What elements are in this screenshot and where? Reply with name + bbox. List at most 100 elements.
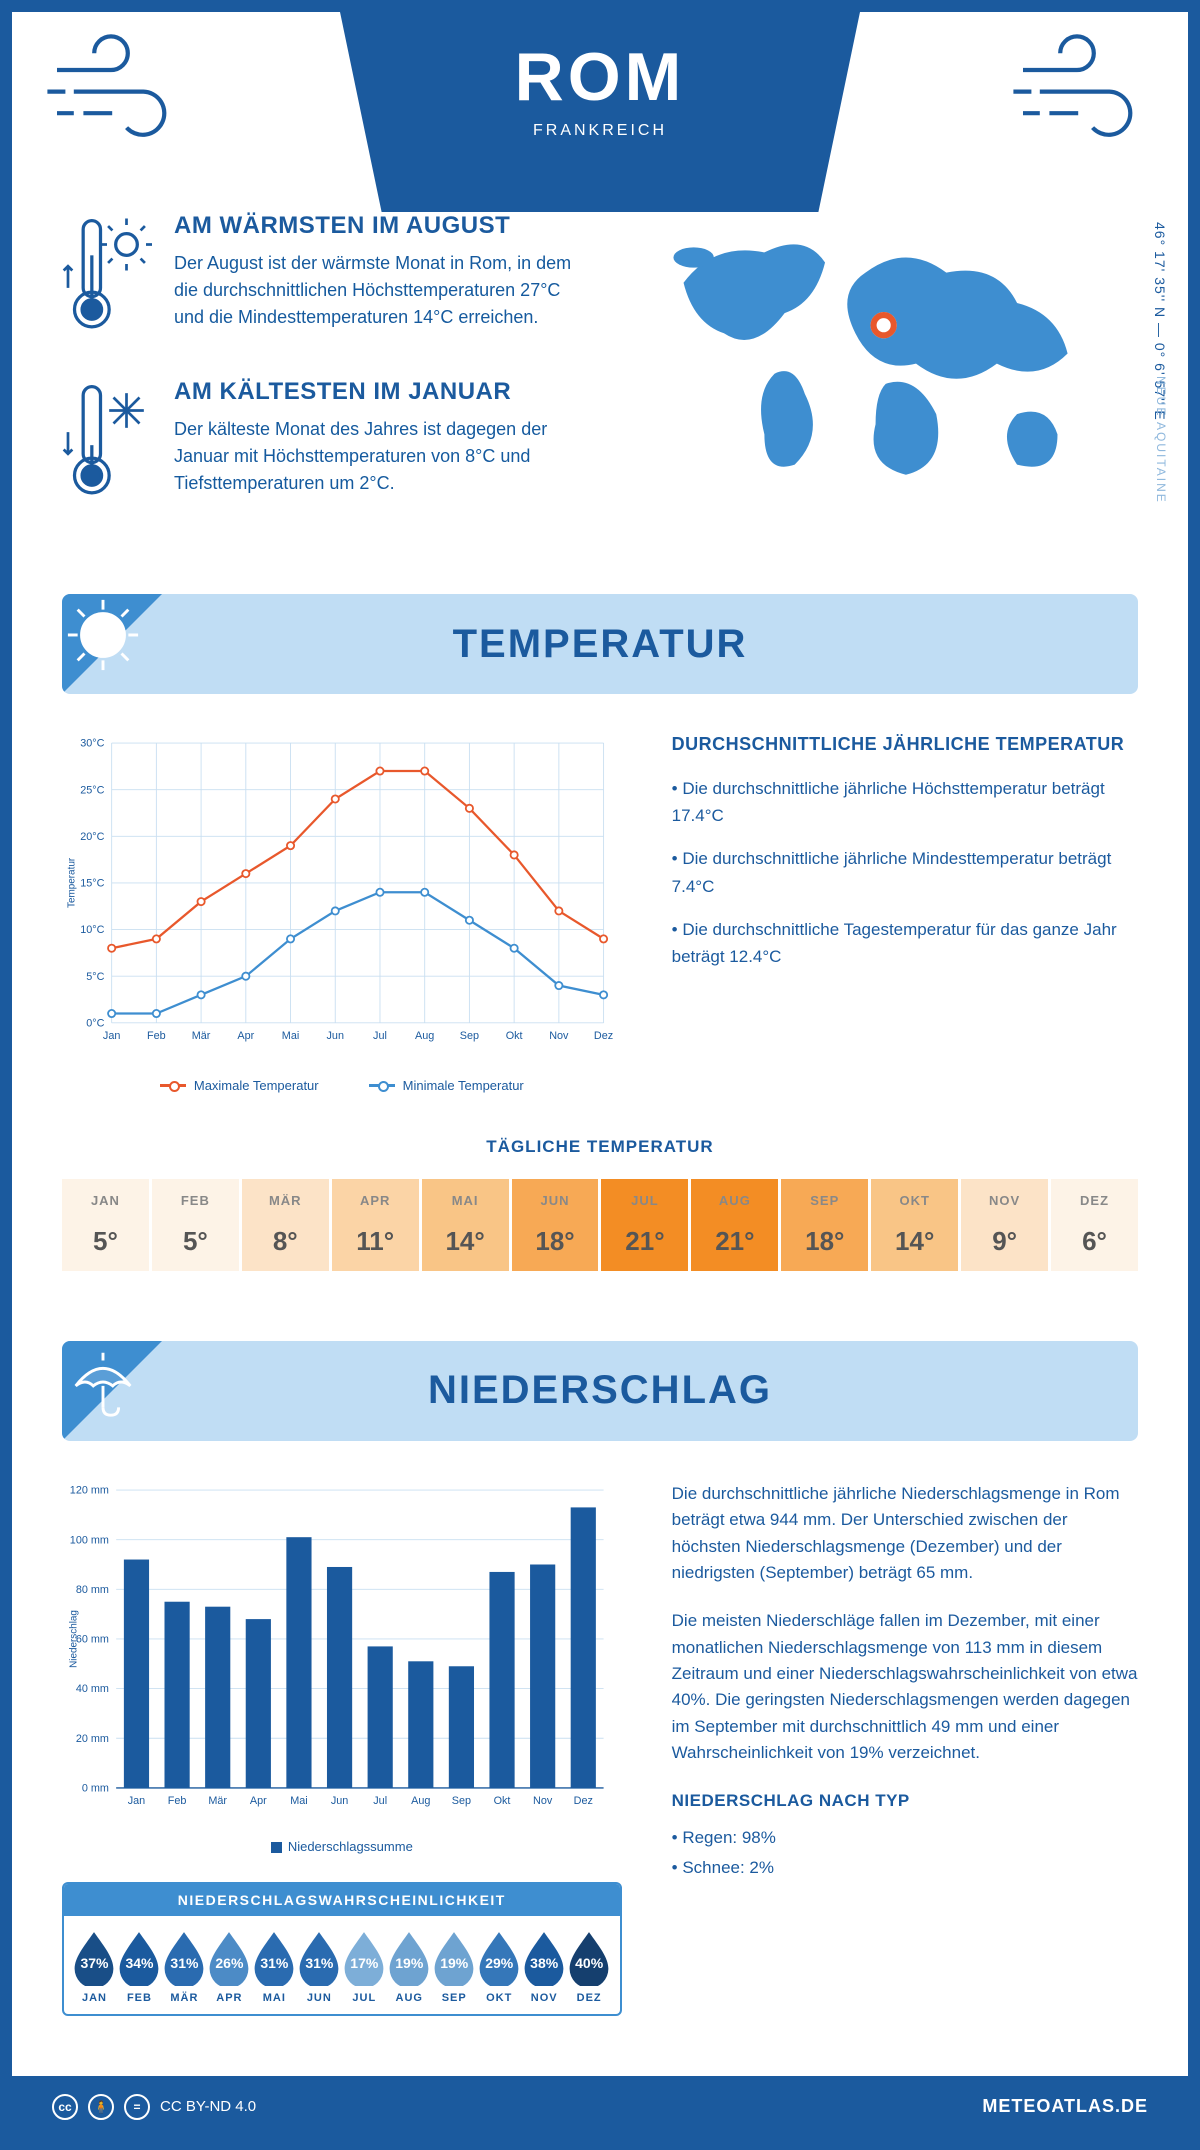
daily-temp-title: TÄGLICHE TEMPERATUR: [62, 1137, 1138, 1157]
temperature-sidebar: DURCHSCHNITTLICHE JÄHRLICHE TEMPERATUR •…: [672, 734, 1138, 1093]
svg-text:Apr: Apr: [237, 1030, 254, 1042]
title-banner: ROM FRANKREICH: [340, 12, 860, 212]
world-map: 46° 17' 35'' N — 0° 6' 57'' E NEUE AQUIT…: [633, 212, 1138, 544]
precip-legend: Niederschlagssumme: [62, 1839, 622, 1854]
temp-sidebar-p2: • Die durchschnittliche jährliche Mindes…: [672, 845, 1138, 899]
precip-prob-cell: 31%MAI: [252, 1930, 297, 2004]
daily-temp-cell: AUG21°: [691, 1179, 778, 1271]
brand: METEOATLAS.DE: [982, 2096, 1148, 2117]
precip-type-rain: • Regen: 98%: [672, 1825, 1138, 1851]
svg-text:40 mm: 40 mm: [76, 1683, 109, 1695]
svg-text:Jan: Jan: [103, 1030, 120, 1042]
precip-prob-cell: 19%SEP: [432, 1930, 477, 2004]
header: ROM FRANKREICH: [12, 12, 1188, 212]
svg-text:Okt: Okt: [494, 1795, 511, 1807]
precip-p2: Die meisten Niederschläge fallen im Deze…: [672, 1608, 1138, 1766]
section-header-temperature: TEMPERATUR: [62, 594, 1138, 694]
svg-text:Aug: Aug: [411, 1795, 430, 1807]
svg-text:60 mm: 60 mm: [76, 1634, 109, 1646]
wind-icon-left: [42, 34, 192, 159]
city-title: ROM: [420, 38, 780, 116]
legend-max-label: Maximale Temperatur: [194, 1078, 319, 1093]
license: cc 🧍 = CC BY-ND 4.0: [52, 2094, 256, 2120]
svg-text:Sep: Sep: [452, 1795, 471, 1807]
precip-legend-label: Niederschlagssumme: [288, 1839, 413, 1854]
precip-type-title: NIEDERSCHLAG NACH TYP: [672, 1788, 1138, 1814]
fact-warmest: AM WÄRMSTEN IM AUGUST Der August ist der…: [62, 212, 593, 342]
precip-prob-cell: 31%JUN: [297, 1930, 342, 2004]
fact-warmest-text: Der August ist der wärmste Monat in Rom,…: [174, 250, 593, 331]
daily-temp-cell: OKT14°: [871, 1179, 958, 1271]
svg-text:Mai: Mai: [290, 1795, 307, 1807]
daily-temp-cell: MAI14°: [422, 1179, 509, 1271]
svg-text:Nov: Nov: [533, 1795, 553, 1807]
precip-prob-title: NIEDERSCHLAGSWAHRSCHEINLICHKEIT: [64, 1884, 620, 1916]
daily-temp-cell: APR11°: [332, 1179, 419, 1271]
svg-text:Mai: Mai: [282, 1030, 299, 1042]
precip-prob-cell: 34%FEB: [117, 1930, 162, 2004]
svg-text:Apr: Apr: [250, 1795, 267, 1807]
precip-prob-cell: 19%AUG: [387, 1930, 432, 2004]
svg-text:Mär: Mär: [208, 1795, 227, 1807]
svg-text:5°C: 5°C: [86, 971, 104, 983]
svg-text:Dez: Dez: [574, 1795, 593, 1807]
svg-text:Nov: Nov: [549, 1030, 569, 1042]
daily-temp-cell: NOV9°: [961, 1179, 1048, 1271]
daily-temp-cell: DEZ6°: [1051, 1179, 1138, 1271]
svg-text:Niederschlag: Niederschlag: [68, 1610, 79, 1668]
precip-prob-cell: 26%APR: [207, 1930, 252, 2004]
fact-coldest-text: Der kälteste Monat des Jahres ist dagege…: [174, 416, 593, 497]
footer: cc 🧍 = CC BY-ND 4.0 METEOATLAS.DE: [12, 2076, 1188, 2138]
fact-coldest: AM KÄLTESTEN IM JANUAR Der kälteste Mona…: [62, 378, 593, 508]
precip-prob-cell: 29%OKT: [477, 1930, 522, 2004]
svg-text:Feb: Feb: [147, 1030, 166, 1042]
wind-icon-right: [1008, 34, 1158, 159]
svg-text:Jun: Jun: [331, 1795, 348, 1807]
cc-icon: cc: [52, 2094, 78, 2120]
precip-prob-cell: 37%JAN: [72, 1930, 117, 2004]
region-label: NEUE AQUITAINE: [1154, 376, 1168, 504]
svg-text:25°C: 25°C: [80, 784, 104, 796]
svg-text:20 mm: 20 mm: [76, 1733, 109, 1745]
fact-warmest-title: AM WÄRMSTEN IM AUGUST: [174, 212, 593, 240]
fact-coldest-title: AM KÄLTESTEN IM JANUAR: [174, 378, 593, 406]
section-title-temperature: TEMPERATUR: [453, 622, 748, 667]
section-title-precip: NIEDERSCHLAG: [428, 1368, 772, 1413]
temp-sidebar-p1: • Die durchschnittliche jährliche Höchst…: [672, 775, 1138, 829]
precip-sidebar: Die durchschnittliche jährliche Niedersc…: [672, 1481, 1138, 2016]
temperature-legend: Maximale Temperatur Minimale Temperatur: [62, 1078, 622, 1093]
license-text: CC BY-ND 4.0: [160, 2098, 256, 2115]
precip-type-snow: • Schnee: 2%: [672, 1855, 1138, 1881]
svg-text:Aug: Aug: [415, 1030, 434, 1042]
svg-text:Feb: Feb: [168, 1795, 187, 1807]
svg-text:Jun: Jun: [327, 1030, 344, 1042]
svg-text:120 mm: 120 mm: [70, 1485, 109, 1497]
svg-text:15°C: 15°C: [80, 878, 104, 890]
thermometer-cold-icon: [62, 378, 152, 508]
svg-text:Sep: Sep: [460, 1030, 479, 1042]
thermometer-hot-icon: [62, 212, 152, 342]
daily-temp-cell: JAN5°: [62, 1179, 149, 1271]
precip-probability-box: NIEDERSCHLAGSWAHRSCHEINLICHKEIT 37%JAN34…: [62, 1882, 622, 2016]
precip-bar-chart: 0 mm20 mm40 mm60 mm80 mm100 mm120 mmJanF…: [62, 1481, 622, 2016]
legend-min-label: Minimale Temperatur: [403, 1078, 524, 1093]
svg-text:80 mm: 80 mm: [76, 1584, 109, 1596]
svg-text:100 mm: 100 mm: [70, 1534, 109, 1546]
precip-prob-cell: 38%NOV: [522, 1930, 567, 2004]
svg-text:0 mm: 0 mm: [82, 1782, 109, 1794]
country-subtitle: FRANKREICH: [420, 122, 780, 140]
precip-prob-cell: 40%DEZ: [567, 1930, 612, 2004]
temp-sidebar-title: DURCHSCHNITTLICHE JÄHRLICHE TEMPERATUR: [672, 734, 1138, 755]
daily-temp-cell: SEP18°: [781, 1179, 868, 1271]
svg-text:Mär: Mär: [192, 1030, 211, 1042]
section-header-precip: NIEDERSCHLAG: [62, 1341, 1138, 1441]
nd-icon: =: [124, 2094, 150, 2120]
precip-prob-cell: 17%JUL: [342, 1930, 387, 2004]
temperature-line-chart: 0°C5°C10°C15°C20°C25°C30°CJanFebMärAprMa…: [62, 734, 622, 1093]
svg-text:Okt: Okt: [506, 1030, 523, 1042]
svg-text:30°C: 30°C: [80, 738, 104, 750]
svg-text:10°C: 10°C: [80, 924, 104, 936]
daily-temp-cell: JUN18°: [512, 1179, 599, 1271]
page: ROM FRANKREICH: [0, 0, 1200, 2150]
svg-text:Dez: Dez: [594, 1030, 613, 1042]
